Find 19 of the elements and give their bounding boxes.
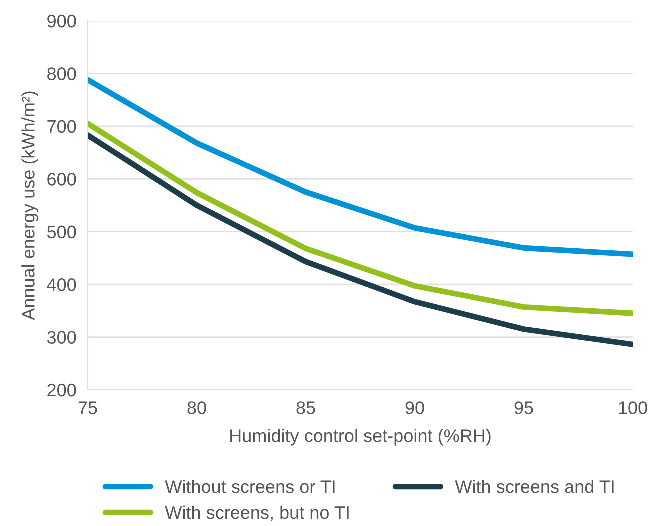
x-tick-label: 100 bbox=[619, 402, 648, 414]
x-tick-label: 90 bbox=[406, 402, 424, 414]
legend-label: Without screens or TI bbox=[165, 480, 335, 494]
x-tick-label: 85 bbox=[296, 402, 316, 414]
x-tick-label: 95 bbox=[514, 402, 534, 414]
y-tick-label: 900 bbox=[48, 14, 76, 28]
x-axis-title: Humidity control set-point (%RH) bbox=[230, 429, 491, 446]
y-tick-label: 300 bbox=[47, 331, 76, 344]
y-tick-label: 800 bbox=[48, 68, 76, 80]
y-tick-label: 700 bbox=[48, 120, 76, 134]
y-tick-label: 600 bbox=[48, 173, 76, 186]
y-tick-label: 200 bbox=[48, 384, 76, 397]
x-tick-label: 80 bbox=[188, 402, 206, 414]
y-axis-title: Annual energy use (kWh/m²) bbox=[22, 92, 38, 320]
legend-label: With screens, but no TI bbox=[165, 506, 349, 522]
x-tick-label: 75 bbox=[78, 402, 98, 414]
y-tick-label: 400 bbox=[47, 278, 76, 292]
y-tick-label: 500 bbox=[47, 226, 76, 239]
legend-label: With screens and TI bbox=[455, 480, 614, 494]
